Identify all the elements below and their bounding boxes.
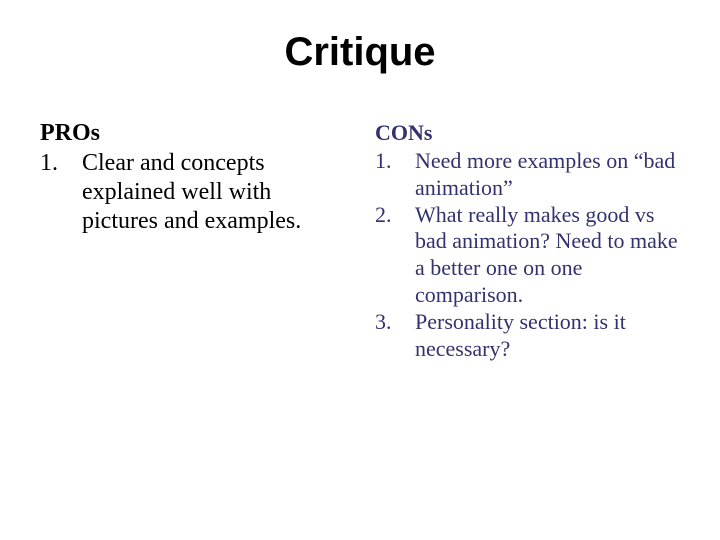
- item-number: 3.: [375, 309, 415, 336]
- list-item: 1. Clear and concepts explained well wit…: [40, 149, 345, 235]
- cons-heading: CONs: [375, 120, 680, 146]
- slide-title: Critique: [40, 30, 680, 75]
- pros-heading: PROs: [40, 120, 345, 147]
- list-item: 1. Need more examples on “bad animation”: [375, 148, 680, 202]
- cons-column: CONs 1. Need more examples on “bad anima…: [375, 120, 680, 363]
- item-number: 1.: [40, 149, 82, 178]
- item-text: Personality section: is it necessary?: [415, 309, 680, 363]
- slide: Critique PROs 1. Clear and concepts expl…: [0, 0, 720, 540]
- item-text: Need more examples on “bad animation”: [415, 148, 680, 202]
- columns-container: PROs 1. Clear and concepts explained wel…: [40, 120, 680, 363]
- item-number: 2.: [375, 202, 415, 229]
- list-item: 3. Personality section: is it necessary?: [375, 309, 680, 363]
- list-item: 2. What really makes good vs bad animati…: [375, 202, 680, 309]
- item-number: 1.: [375, 148, 415, 175]
- cons-list: 1. Need more examples on “bad animation”…: [375, 148, 680, 363]
- pros-list: 1. Clear and concepts explained well wit…: [40, 149, 345, 235]
- item-text: Clear and concepts explained well with p…: [82, 149, 345, 235]
- pros-column: PROs 1. Clear and concepts explained wel…: [40, 120, 345, 363]
- item-text: What really makes good vs bad animation?…: [415, 202, 680, 309]
